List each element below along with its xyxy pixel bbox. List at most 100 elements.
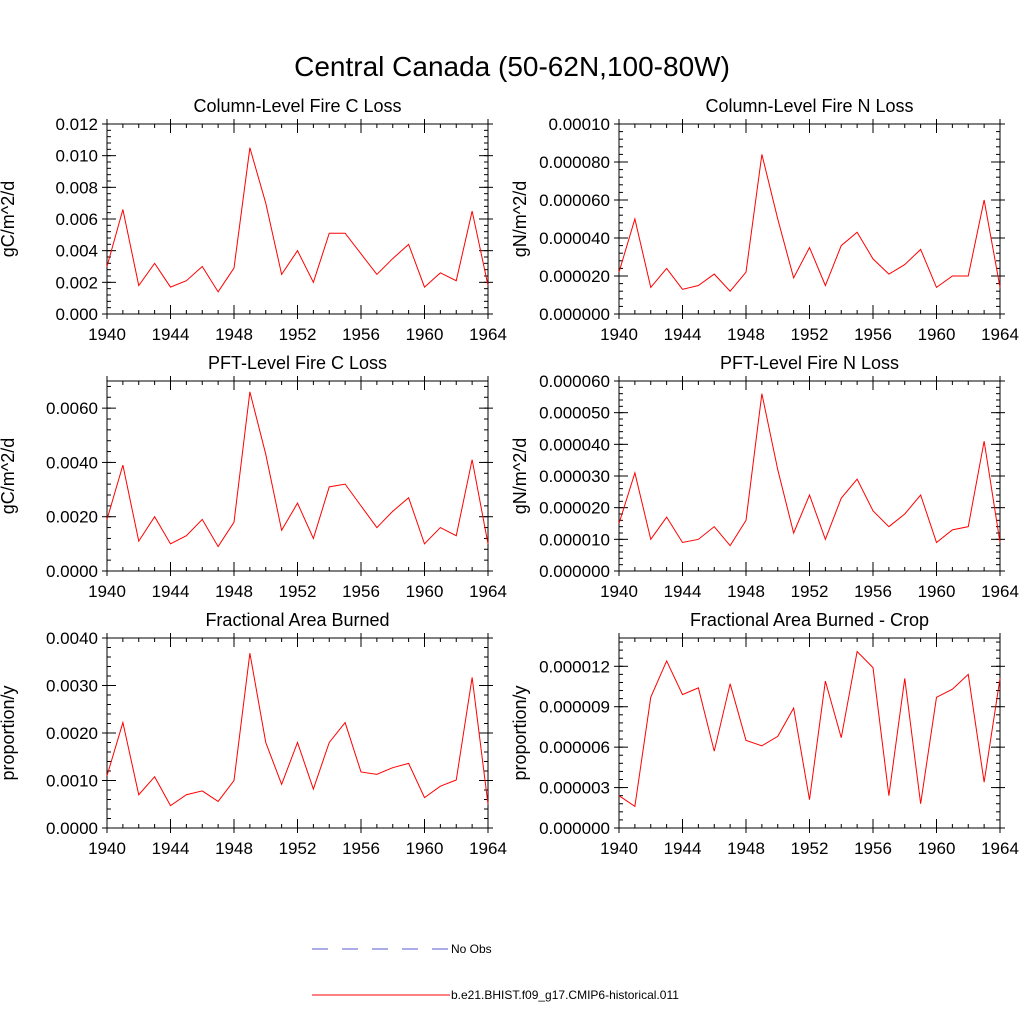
x-tick-label: 1964 [981,582,1019,601]
panel-title: Fractional Area Burned - Crop [690,610,929,630]
legend-label: b.e21.BHIST.f09_g17.CMIP6-historical.011 [451,988,679,1002]
y-tick-label: 0.0040 [46,453,98,472]
y-tick-label: 0.002 [55,273,98,292]
x-tick-label: 1948 [727,839,765,858]
x-tick-label: 1960 [406,325,444,344]
y-tick-label: 0.004 [55,242,98,261]
y-tick-label: 0.000020 [539,267,610,286]
x-tick-label: 1948 [727,582,765,601]
x-tick-label: 1956 [854,839,892,858]
x-tick-label: 1964 [469,582,507,601]
y-axis-label: gN/m^2/d [510,438,530,514]
x-tick-label: 1956 [342,582,380,601]
panel-3: PFT-Level Fire C Loss 1940 1944 1948 1952 195… [0,353,507,601]
y-tick-label: 0.000012 [539,657,610,676]
y-tick-label: 0.000060 [539,372,610,391]
series-line [106,391,489,548]
legend-label: No Obs [451,942,492,956]
plot-frame [106,380,489,572]
y-axis-label: gC/m^2/d [0,438,18,514]
x-tick-label: 1948 [727,325,765,344]
x-tick-label: 1960 [918,582,956,601]
series-line [106,147,489,293]
x-tick-label: 1952 [791,839,829,858]
x-tick-label: 1944 [152,325,190,344]
x-tick-label: 1940 [600,325,638,344]
y-axis-label: gN/m^2/d [510,181,530,257]
y-tick-label: 0.000000 [539,305,610,324]
y-tick-label: 0.000030 [539,467,610,486]
panel-title: Column-Level Fire N Loss [705,96,913,116]
panel-4: PFT-Level Fire N Loss 1940 1944 1948 1952 195… [510,353,1019,601]
y-axis-label: gC/m^2/d [0,181,18,257]
x-tick-label: 1944 [152,839,190,858]
x-tick-label: 1952 [791,582,829,601]
x-tick-label: 1952 [791,325,829,344]
y-axis-label: proportion/y [0,685,18,780]
panel-title: Column-Level Fire C Loss [193,96,401,116]
x-tick-label: 1944 [664,582,702,601]
plot-frame [618,123,1001,315]
y-tick-label: 0.0000 [46,819,98,838]
panel-5: Fractional Area Burned 1940 1944 1948 1952 19… [0,610,507,858]
x-tick-label: 1956 [854,582,892,601]
panel-1: Column-Level Fire C Loss 1940 1944 1948 1952… [0,96,507,344]
x-tick-label: 1960 [406,839,444,858]
x-tick-label: 1944 [152,582,190,601]
y-tick-label: 0.0000 [46,562,98,581]
x-tick-label: 1960 [918,839,956,858]
x-tick-label: 1940 [88,582,126,601]
x-tick-label: 1940 [88,325,126,344]
x-tick-label: 1964 [469,839,507,858]
y-tick-label: 0.000020 [539,499,610,518]
panel-title: PFT-Level Fire C Loss [208,353,387,373]
y-tick-label: 0.006 [55,210,98,229]
y-tick-label: 0.000060 [539,191,610,210]
y-tick-label: 0.00010 [549,115,610,134]
y-tick-label: 0.000003 [539,779,610,798]
panel-title: Fractional Area Burned [205,610,389,630]
y-tick-label: 0.000080 [539,153,610,172]
x-tick-label: 1960 [406,582,444,601]
y-tick-label: 0.000050 [539,404,610,423]
x-tick-label: 1948 [215,325,253,344]
x-tick-label: 1944 [664,839,702,858]
series-line [618,393,1001,547]
x-tick-label: 1964 [981,839,1019,858]
x-tick-label: 1948 [215,839,253,858]
x-tick-label: 1956 [854,325,892,344]
y-tick-label: 0.000000 [539,819,610,838]
y-tick-label: 0.000 [55,305,98,324]
plot-frame [106,637,489,829]
chart-panels: Column-Level Fire C Loss 1940 1944 1948 1952… [0,96,1019,858]
x-tick-label: 1960 [918,325,956,344]
x-tick-label: 1948 [215,582,253,601]
y-tick-label: 0.000010 [539,530,610,549]
plot-frame [618,380,1001,572]
y-tick-label: 0.0060 [46,399,98,418]
panel-title: PFT-Level Fire N Loss [720,353,899,373]
figure-title: Central Canada (50-62N,100-80W) [294,51,730,82]
y-tick-label: 0.000040 [539,435,610,454]
y-tick-label: 0.000006 [539,738,610,757]
panel-2: Column-Level Fire N Loss 1940 1944 1948 1952… [510,96,1019,344]
x-tick-label: 1944 [664,325,702,344]
x-tick-label: 1956 [342,839,380,858]
series-line [106,653,489,807]
y-tick-label: 0.000000 [539,562,610,581]
legend: No Obs b.e21.BHIST.f09_g17.CMIP6-historic… [312,942,679,1002]
y-tick-label: 0.012 [55,115,98,134]
x-tick-label: 1952 [279,839,317,858]
x-tick-label: 1940 [600,839,638,858]
y-axis-label: proportion/y [510,685,530,780]
y-tick-label: 0.000009 [539,698,610,717]
series-line [618,650,1001,808]
y-tick-label: 0.0020 [46,724,98,743]
y-tick-label: 0.0010 [46,772,98,791]
y-tick-label: 0.000040 [539,229,610,248]
x-tick-label: 1940 [88,839,126,858]
series-line [618,154,1001,292]
x-tick-label: 1952 [279,582,317,601]
x-tick-label: 1956 [342,325,380,344]
